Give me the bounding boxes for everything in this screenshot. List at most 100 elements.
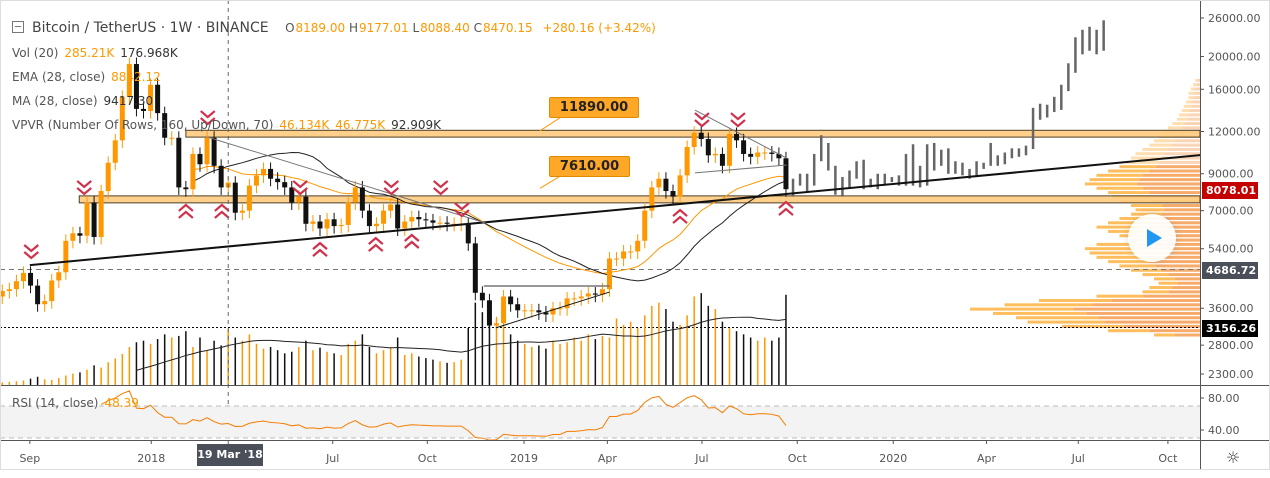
buy-chevron-icon[interactable] <box>312 241 328 257</box>
candle[interactable] <box>536 303 542 320</box>
candle[interactable] <box>141 102 146 119</box>
candle[interactable] <box>345 196 351 233</box>
candle[interactable] <box>197 147 203 172</box>
candle[interactable] <box>56 265 62 288</box>
sell-chevron-icon[interactable] <box>433 180 449 196</box>
candle[interactable] <box>550 301 556 323</box>
candle[interactable] <box>543 305 549 323</box>
candle[interactable] <box>253 168 259 194</box>
candle[interactable] <box>614 252 620 267</box>
candle[interactable] <box>303 190 309 232</box>
candle[interactable] <box>388 198 394 219</box>
candle[interactable] <box>35 279 41 312</box>
ma-line[interactable] <box>192 152 787 282</box>
candle[interactable] <box>70 226 76 249</box>
candle[interactable] <box>42 294 48 312</box>
candle[interactable] <box>63 234 69 280</box>
candle[interactable] <box>338 218 344 234</box>
candle[interactable] <box>726 127 732 174</box>
candle[interactable] <box>282 175 288 195</box>
ma-legend[interactable]: MA (28, close) 9417.30 <box>12 94 154 108</box>
candle[interactable] <box>606 252 612 297</box>
play-button[interactable] <box>1128 214 1176 262</box>
candle[interactable] <box>479 286 485 308</box>
candle[interactable] <box>0 284 5 305</box>
candle[interactable] <box>218 159 224 195</box>
candle[interactable] <box>465 217 471 251</box>
candle[interactable] <box>28 266 34 294</box>
candle[interactable] <box>769 146 775 162</box>
candle[interactable] <box>741 133 747 162</box>
candle[interactable] <box>359 180 365 219</box>
collapse-legend-icon[interactable] <box>12 21 24 33</box>
settings-gear-icon[interactable]: ☼ <box>1225 448 1241 467</box>
triangle-bottom-2019[interactable] <box>694 164 787 174</box>
ema-legend[interactable]: EMA (28, close) 8842.12 <box>12 70 161 84</box>
candle[interactable] <box>84 196 90 244</box>
candle[interactable] <box>232 176 238 221</box>
candle[interactable] <box>98 184 104 245</box>
sell-chevron-icon[interactable] <box>454 202 470 218</box>
candle[interactable] <box>268 162 274 187</box>
candle[interactable] <box>494 316 499 334</box>
candle[interactable] <box>437 216 443 231</box>
triangle-top-2019[interactable] <box>694 109 787 159</box>
rsi-legend[interactable]: RSI (14, close) 48.39 <box>12 396 139 410</box>
support-trendline[interactable] <box>29 154 1201 267</box>
candle[interactable] <box>133 57 139 117</box>
candle[interactable] <box>105 156 111 199</box>
candle[interactable] <box>642 204 648 249</box>
buy-chevron-icon[interactable] <box>404 233 420 249</box>
candle[interactable] <box>381 204 387 232</box>
candle[interactable] <box>734 127 740 148</box>
candle[interactable] <box>677 168 683 205</box>
volume-legend[interactable]: Vol (20) 285.21K 176.968K <box>12 46 178 60</box>
candle[interactable] <box>748 147 754 165</box>
candle[interactable] <box>698 126 704 147</box>
candle[interactable] <box>649 180 655 219</box>
candle[interactable] <box>656 172 662 195</box>
candle[interactable] <box>176 131 182 195</box>
candle[interactable] <box>486 293 492 334</box>
candle[interactable] <box>91 196 97 245</box>
buy-chevron-icon[interactable] <box>778 200 794 216</box>
candle[interactable] <box>331 212 337 234</box>
candle[interactable] <box>691 126 697 155</box>
candle[interactable] <box>592 287 598 303</box>
sell-chevron-icon[interactable] <box>694 112 710 128</box>
candle[interactable] <box>705 132 711 163</box>
candle[interactable] <box>373 217 379 234</box>
sell-chevron-icon[interactable] <box>76 180 92 196</box>
buy-chevron-icon[interactable] <box>672 208 688 224</box>
candle[interactable] <box>670 184 676 205</box>
candle[interactable] <box>155 78 161 121</box>
candle[interactable] <box>578 290 584 306</box>
candle[interactable] <box>112 133 118 171</box>
candle[interactable] <box>317 215 323 236</box>
candle[interactable] <box>310 215 316 232</box>
candle[interactable] <box>402 215 408 236</box>
candle[interactable] <box>423 212 429 228</box>
descending-line-2018[interactable] <box>207 136 487 224</box>
buy-chevron-icon[interactable] <box>214 203 230 219</box>
candle[interactable] <box>416 210 422 227</box>
candle[interactable] <box>77 226 83 244</box>
candle[interactable] <box>366 204 372 234</box>
candle[interactable] <box>635 234 641 259</box>
candle[interactable] <box>621 245 627 267</box>
price-callout-7610[interactable]: 7610.00 <box>548 156 631 178</box>
candle[interactable] <box>211 131 217 174</box>
candle[interactable] <box>515 297 521 318</box>
candle[interactable] <box>628 245 634 259</box>
buy-chevron-icon[interactable] <box>178 203 194 219</box>
candle[interactable] <box>557 301 563 316</box>
candle[interactable] <box>501 290 507 331</box>
candle[interactable] <box>472 236 478 301</box>
candle[interactable] <box>204 131 210 172</box>
candle[interactable] <box>755 146 761 165</box>
rising-bottom-2019[interactable] <box>495 291 610 329</box>
candle[interactable] <box>585 287 591 305</box>
sell-chevron-icon[interactable] <box>383 180 400 196</box>
candle[interactable] <box>522 303 528 318</box>
